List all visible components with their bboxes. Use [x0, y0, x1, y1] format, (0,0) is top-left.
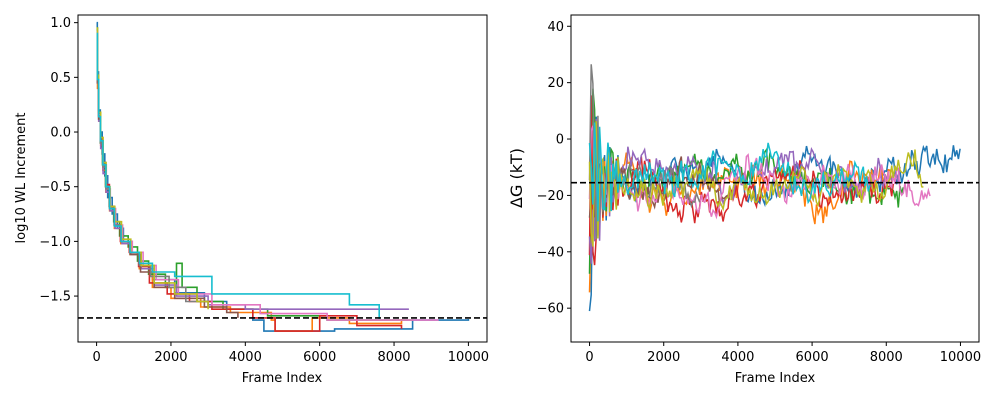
x-tick-label: 6000: [796, 350, 829, 365]
dg-series-9: [588, 122, 871, 222]
y-tick-label: 0.0: [50, 126, 71, 141]
right-ylabel: ΔG (kT): [507, 148, 526, 208]
x-tick-label: 2000: [647, 350, 680, 365]
x-tick-label: 8000: [377, 350, 410, 365]
left-xlabel: Frame Index: [242, 371, 323, 386]
right-ticks: 0 2000 4000 6000 8000 10000 40 20 0 −20 −40 −60: [537, 20, 982, 365]
left-ticks: 0 2000 4000 6000 8000 10000 1.0 0.5 0.0 −0.5 −1.0 −…: [39, 16, 489, 365]
y-tick-label: −1.0: [39, 235, 71, 250]
left-plot-border: [77, 14, 488, 343]
y-tick-label: 20: [547, 76, 564, 91]
wl-series-9: [96, 32, 380, 319]
x-tick-label: 6000: [303, 350, 336, 365]
x-tick-label: 8000: [870, 350, 903, 365]
x-tick-label: 0: [585, 350, 593, 365]
left-plot-area: [78, 15, 487, 342]
y-tick-label: −60: [537, 302, 564, 317]
x-tick-label: 10000: [940, 350, 981, 365]
y-tick-label: 0: [556, 133, 564, 148]
x-tick-label: 10000: [448, 350, 489, 365]
y-tick-label: 1.0: [50, 16, 71, 31]
y-tick-label: 40: [547, 20, 564, 35]
y-tick-label: 0.5: [50, 71, 71, 86]
left-ylabel: log10 WL Increment: [14, 113, 29, 244]
x-tick-label: 0: [92, 350, 100, 365]
y-tick-label: −40: [537, 245, 564, 260]
x-tick-label: 4000: [721, 350, 754, 365]
y-tick-label: −1.5: [39, 290, 71, 305]
right-plot: 0 2000 4000 6000 8000 10000 40 20 0 −20 −40 −60 Fra…: [507, 14, 982, 386]
y-tick-label: −20: [537, 189, 564, 204]
y-tick-label: −0.5: [39, 180, 71, 195]
left-plot: 0 2000 4000 6000 8000 10000 1.0 0.5 0.0 −0.5 −1.0 −…: [14, 14, 489, 386]
x-tick-label: 2000: [154, 350, 187, 365]
right-xlabel: Frame Index: [735, 371, 816, 386]
left-series-group: [96, 21, 470, 332]
right-plot-border: [570, 14, 980, 343]
x-tick-label: 4000: [229, 350, 262, 365]
